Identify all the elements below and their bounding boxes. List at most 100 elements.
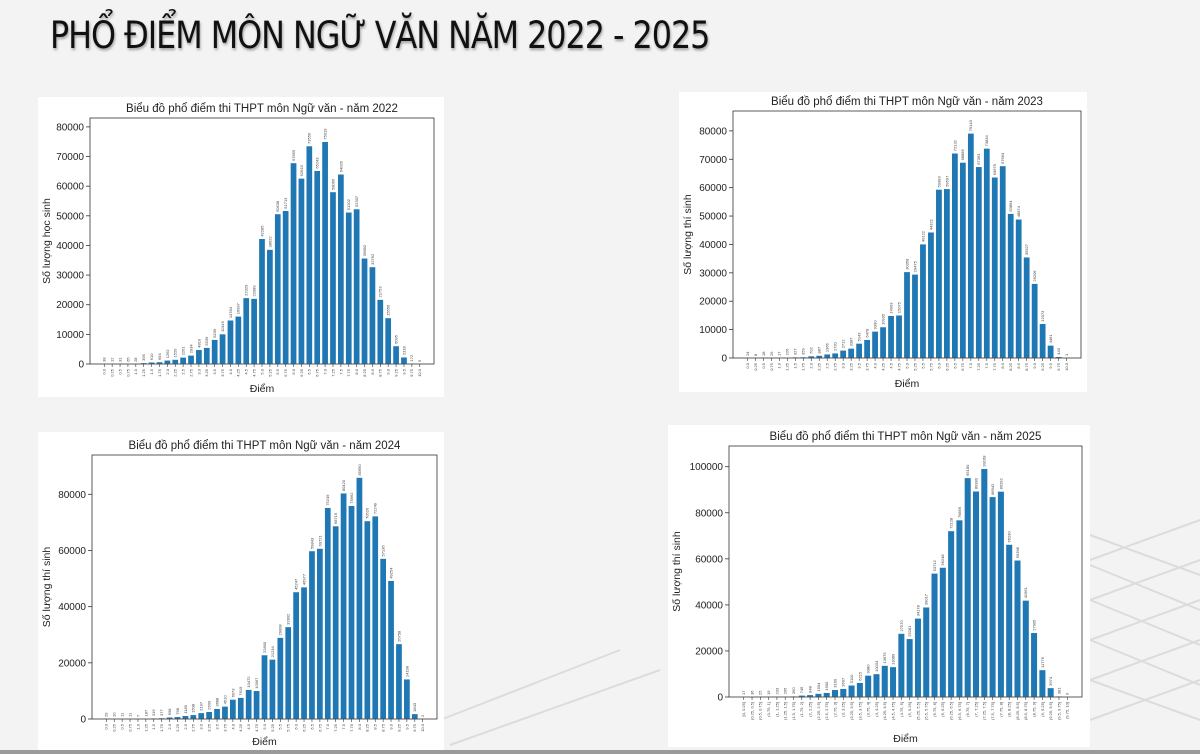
svg-text:20000: 20000 xyxy=(695,646,723,657)
bar xyxy=(1005,544,1013,698)
bar-value-label: 295 xyxy=(783,687,788,694)
bar-value-label: 887 xyxy=(817,346,822,353)
bar xyxy=(988,496,997,698)
bar-value-label: 60721 xyxy=(317,535,322,547)
bar-value-label: 22800 xyxy=(262,641,267,653)
bar-value-label: 948 xyxy=(808,685,813,692)
bar-value-label: 42285 xyxy=(259,225,264,237)
bar xyxy=(181,715,189,720)
x-tick-label: 4.5 xyxy=(888,362,893,368)
bar-value-label: 35527 xyxy=(1024,243,1029,255)
bar-value-label: 5143 xyxy=(857,332,862,342)
bar-value-label: 8239 xyxy=(212,328,217,338)
bar-value-label: 2197 xyxy=(199,701,204,711)
x-tick-label: 5.25 xyxy=(270,723,275,732)
bar xyxy=(914,617,922,698)
x-tick-label: 1.0 xyxy=(777,362,782,368)
bar-value-label: 1366 xyxy=(825,342,830,352)
x-tick-label: 5.0 xyxy=(262,723,267,729)
bar-value-label: 39017 xyxy=(924,593,929,605)
bar xyxy=(308,550,316,720)
bar-value-label: 187 xyxy=(143,709,148,716)
bar-value-label: 1720 xyxy=(833,341,838,351)
x-tick-label: 7.25 xyxy=(333,723,338,732)
bar-value-label: 52307 xyxy=(354,195,359,207)
x-tick-label: 2.5 xyxy=(181,368,186,374)
svg-text:0: 0 xyxy=(80,715,86,726)
x-tick-label: (9.5, 9.75] xyxy=(1056,702,1061,720)
svg-text:60000: 60000 xyxy=(56,182,84,193)
x-tick-label: 5.5 xyxy=(275,368,280,374)
x-tick-label: 3.0 xyxy=(841,362,846,368)
x-tick-label: 0.75 xyxy=(125,368,130,377)
bar-value-label: 41961 xyxy=(1023,586,1028,598)
bar xyxy=(839,350,847,359)
x-tick-label: 9.75 xyxy=(1056,362,1061,371)
bar xyxy=(1039,323,1047,359)
bar-value-label: 172 xyxy=(409,354,414,361)
bar-value-label: 1 xyxy=(1064,353,1069,356)
bars: 29 0.0 10 0.25 11 0.5 11 0.75 7 1.0 187 1.25 319 1.5 3… xyxy=(102,464,427,732)
x-tick-label: (3.25, 3.5] xyxy=(849,702,854,720)
bar-value-label: 6478 xyxy=(865,328,870,338)
x-tick-label: 2.25 xyxy=(817,362,822,371)
x-tick-label: 1.5 xyxy=(793,362,798,368)
x-tick-label: 3.0 xyxy=(199,723,204,729)
bar-value-label: 35680 xyxy=(362,244,367,256)
bar-value-label: 7 xyxy=(135,714,140,717)
bar xyxy=(387,580,395,720)
bar xyxy=(392,345,400,365)
bar-value-label: 3607 xyxy=(841,677,846,687)
bar xyxy=(316,548,324,720)
x-tick-label: 0.25 xyxy=(110,368,115,377)
x-tick-label: 6.5 xyxy=(952,362,957,368)
bar xyxy=(959,162,967,359)
x-tick-label: 8.75 xyxy=(378,368,383,377)
bars: 24 0.0 8 0.25 18 0.5 29 0.75 17 1.0 226 1.25 327 1.5 3… xyxy=(743,119,1071,371)
bar xyxy=(211,339,219,365)
x-tick-label: 6.25 xyxy=(301,723,306,732)
x-tick-label: 0.75 xyxy=(127,723,132,732)
x-tick-label: (8.25, 8.5] xyxy=(1015,702,1020,720)
svg-text:80000: 80000 xyxy=(699,126,727,137)
bar xyxy=(814,693,823,698)
x-tick-label: 8.0 xyxy=(357,723,362,729)
bar-value-label: 658 xyxy=(167,708,172,715)
bar-value-label: 1900 xyxy=(824,681,829,691)
bar-value-label: 65 xyxy=(125,357,130,362)
x-tick-label: 9.25 xyxy=(1040,362,1045,371)
bar-value-label: 29475 xyxy=(912,260,917,272)
x-tick-label: 6.25 xyxy=(299,368,304,377)
x-tick-label: 8.75 xyxy=(1024,362,1029,371)
x-tick-label: 8.0 xyxy=(354,368,359,374)
bar-value-label: 4810 xyxy=(196,338,201,348)
bar xyxy=(955,519,964,698)
x-tick-label: 1.75 xyxy=(157,368,162,377)
x-tick-label: 1.5 xyxy=(151,723,156,729)
svg-text:20000: 20000 xyxy=(699,297,727,308)
x-tick-label: 2.25 xyxy=(175,723,180,732)
bar-value-label: 56248 xyxy=(940,554,945,566)
bar-value-label: 702 xyxy=(809,347,814,354)
x-tick-label: 0.25 xyxy=(753,362,758,371)
bar xyxy=(863,339,871,359)
bar-value-label: 51713 xyxy=(283,197,288,209)
bar xyxy=(911,274,919,359)
bar xyxy=(1031,283,1039,359)
bar-value-label: 11 xyxy=(127,712,132,717)
x-tick-label: 7.5 xyxy=(984,362,989,368)
x-tick-label: 4.75 xyxy=(254,723,259,732)
x-axis-label: Điểm xyxy=(250,383,275,395)
y-axis-ticks: 0 20000 40000 60000 80000 xyxy=(58,490,92,726)
x-tick-label: 2.75 xyxy=(833,362,838,371)
bar xyxy=(1047,345,1055,359)
bar xyxy=(355,477,363,720)
bar xyxy=(400,356,408,365)
bar-value-label: 72132 xyxy=(952,139,957,151)
x-tick-label: (3.5, 3.75] xyxy=(857,702,862,720)
bar-value-label: 57136 xyxy=(381,545,386,557)
bar xyxy=(234,315,242,365)
bar-value-label: 75249 xyxy=(325,494,330,506)
x-tick-label: 4.25 xyxy=(236,368,241,377)
bar-value-label: 53712 xyxy=(932,559,937,571)
